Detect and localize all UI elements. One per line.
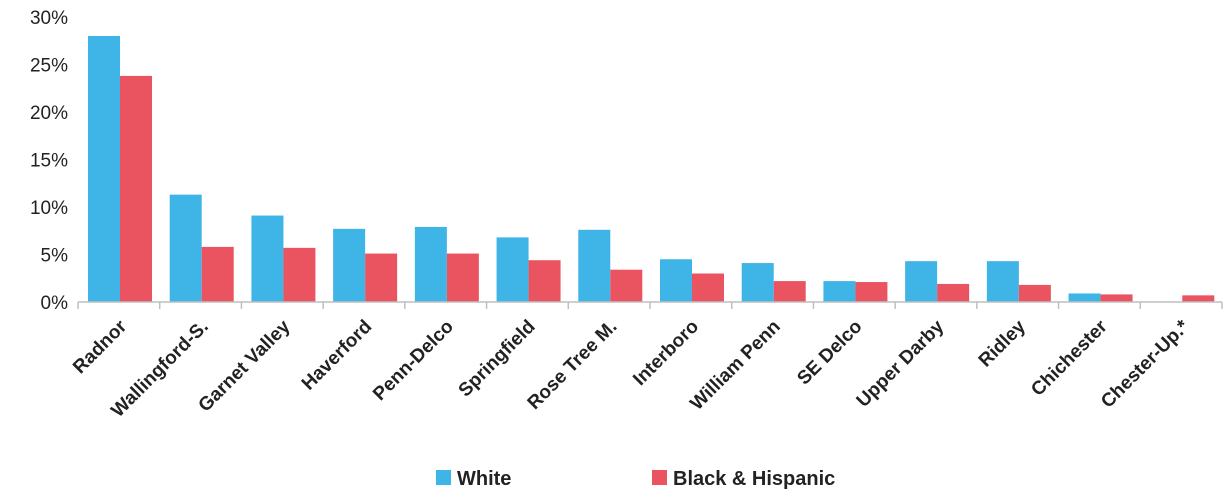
bar — [1068, 293, 1101, 302]
bar — [855, 282, 888, 302]
bar — [283, 247, 316, 302]
legend-swatch — [436, 470, 451, 485]
category-label: Radnor — [69, 316, 131, 378]
bar — [414, 226, 447, 302]
category-label: Ridley — [975, 316, 1030, 371]
bar — [692, 273, 724, 302]
category-label: SE Delco — [793, 316, 866, 389]
category-label: Interboro — [629, 316, 703, 390]
category-label: Springfield — [455, 316, 540, 401]
legend: White Black & Hispanic — [436, 468, 835, 490]
bar — [446, 253, 479, 302]
bar — [610, 269, 643, 302]
bar — [773, 281, 806, 302]
y-tick-label: 0% — [41, 293, 69, 314]
bar — [1182, 295, 1215, 302]
bar — [1100, 294, 1133, 302]
bar — [365, 253, 398, 302]
y-tick-label: 20% — [30, 103, 68, 124]
y-axis-ticks: 0% 5% 10% 15% 20% 25% 30% — [30, 8, 68, 314]
bar — [578, 229, 611, 302]
bars — [88, 36, 1215, 303]
bar — [1018, 284, 1051, 302]
x-axis-ticks — [77, 302, 1223, 309]
y-tick-label: 15% — [30, 151, 68, 172]
bar — [937, 283, 970, 302]
bar — [169, 194, 202, 302]
bar — [986, 261, 1019, 302]
bar — [333, 228, 366, 302]
legend-swatch — [652, 470, 667, 485]
bar — [823, 281, 856, 302]
y-tick-label: 30% — [30, 8, 68, 29]
y-tick-label: 5% — [41, 246, 69, 267]
bar — [660, 259, 692, 302]
y-tick-label: 25% — [30, 56, 68, 77]
bar — [120, 75, 152, 303]
bar — [251, 215, 284, 302]
bar — [496, 237, 529, 302]
bar — [741, 263, 774, 302]
legend-label: Black & Hispanic — [673, 468, 835, 490]
bar — [88, 36, 120, 302]
category-label: Upper Darby — [853, 316, 949, 412]
category-label: Chester-Up.* — [1097, 316, 1194, 413]
y-tick-label: 10% — [30, 198, 68, 219]
bar — [905, 261, 938, 302]
category-label: Penn-Delco — [369, 316, 458, 405]
bar — [528, 260, 561, 302]
category-label: Haverford — [298, 316, 376, 394]
category-label: Chichester — [1027, 316, 1112, 401]
legend-label: White — [457, 468, 511, 490]
bar — [201, 246, 234, 302]
